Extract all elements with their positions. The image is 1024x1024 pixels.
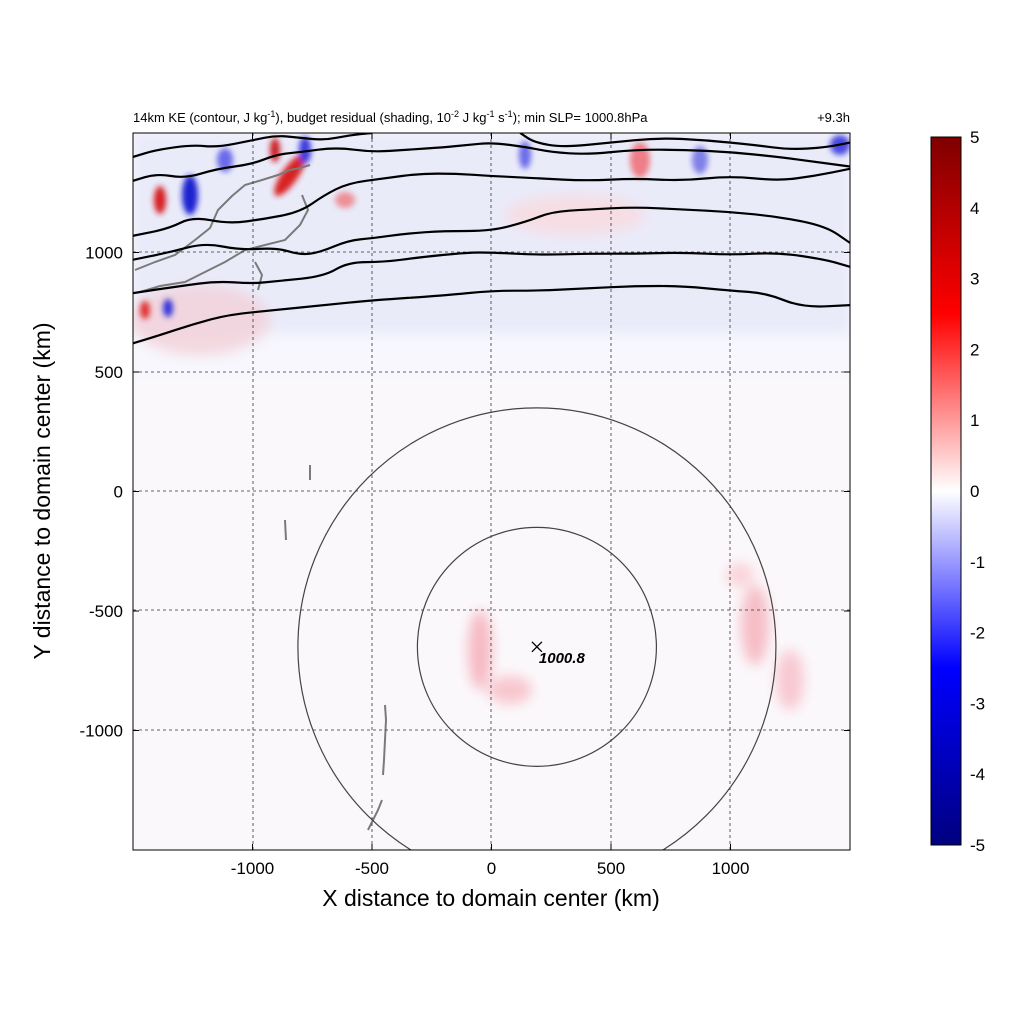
colorbar-tick-label: 3	[970, 270, 979, 289]
colorbar-tick-label: 4	[970, 199, 979, 218]
y-axis-ticks: -1000 -500 0 500 1000	[80, 244, 850, 741]
range-circle	[416, 526, 658, 767]
x-tick-label: -1000	[231, 859, 274, 878]
colorbar-tick-label: -3	[970, 694, 985, 713]
x-axis-label: X distance to domain center (km)	[322, 885, 659, 911]
ke-contour-line	[133, 251, 850, 295]
y-axis-label: Y distance to domain center (km)	[29, 322, 55, 659]
colorbar-tick-label: -5	[970, 836, 985, 855]
x-tick-label: 0	[487, 859, 496, 878]
chart-title: 14km KE (contour, J kg-1), budget residu…	[133, 109, 648, 125]
y-tick-label: -500	[89, 602, 123, 621]
range-circle	[297, 407, 777, 850]
colorbar-tick-label: 2	[970, 340, 979, 359]
shading-blobs-soft	[133, 133, 850, 710]
y-tick-label: 1000	[85, 244, 123, 263]
min-slp-label: 1000.8	[539, 650, 586, 667]
storm-center-marker-cross	[531, 641, 543, 653]
ke-contours	[133, 133, 850, 345]
range-circles	[297, 407, 777, 850]
shading-field	[133, 133, 850, 850]
x-tick-label: 1000	[712, 859, 750, 878]
colorbar-tick-label: -2	[970, 624, 985, 643]
ke-contour-line	[133, 133, 373, 158]
shading-blobs-strong	[140, 135, 850, 319]
ke-contour-line	[519, 133, 850, 150]
time-label: +9.3h	[817, 110, 850, 125]
colorbar: 5 4 3 2 1 0 -1 -2 -3 -4 -5	[930, 128, 985, 855]
colorbar-tick-label: 5	[970, 128, 979, 147]
y-tick-label: 500	[95, 363, 123, 382]
ke-contour-line	[133, 284, 850, 345]
colorbar-gradient	[930, 136, 962, 846]
plot-area: 1000.8	[132, 132, 851, 851]
colorbar-tick-label: -4	[970, 765, 985, 784]
y-tick-label: -1000	[80, 722, 123, 741]
ke-contour-line	[133, 167, 850, 237]
x-axis-ticks: -1000 -500 0 500 1000	[231, 133, 750, 878]
ke-contour-line	[133, 142, 850, 182]
colorbar-tick-label: 1	[970, 411, 979, 430]
y-tick-label: 0	[114, 483, 123, 502]
colorbar-tick-label: 0	[970, 482, 979, 501]
x-tick-label: 500	[597, 859, 625, 878]
x-tick-label: -500	[355, 859, 389, 878]
storm-center: 1000.8	[531, 641, 586, 667]
colorbar-ticks: 5 4 3 2 1 0 -1 -2 -3 -4 -5	[970, 128, 985, 855]
ke-contour-line	[133, 206, 850, 261]
colorbar-tick-label: -1	[970, 553, 985, 572]
